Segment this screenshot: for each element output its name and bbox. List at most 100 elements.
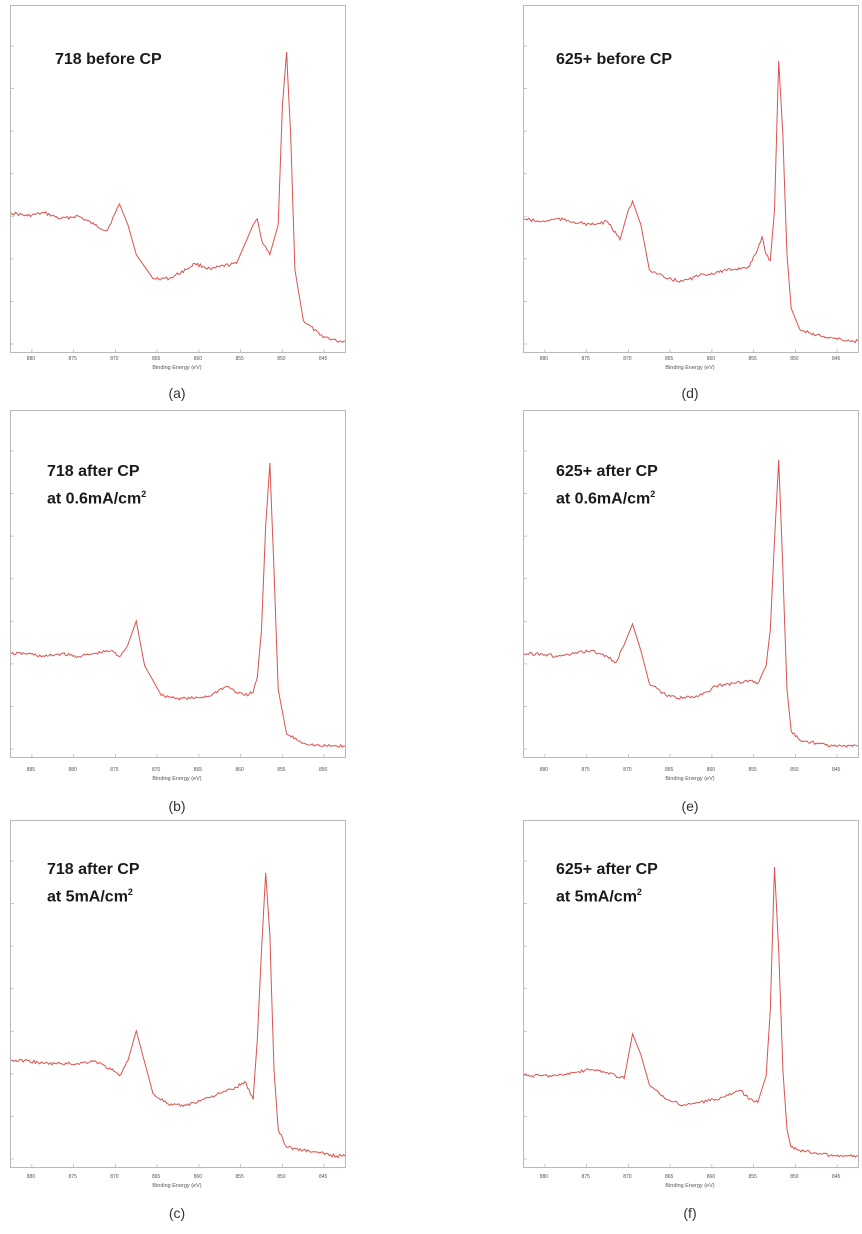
- panel-caption: (b): [168, 798, 186, 814]
- x-axis-label: Binding Energy (eV): [665, 776, 715, 782]
- panel-title-line1: 625+ after CP: [556, 463, 658, 480]
- x-tick-label: 860: [235, 767, 244, 773]
- panel-caption: (f): [683, 1205, 697, 1221]
- x-tick-label: 855: [235, 356, 244, 362]
- x-tick-label: 880: [26, 356, 36, 362]
- panel-title-line2: at 5mA/cm2: [556, 881, 658, 908]
- x-axis-label: Binding Energy (eV): [152, 776, 202, 782]
- xps-spectrum-line: [11, 872, 345, 1159]
- xps-plot-svg: [11, 45, 345, 352]
- x-tick-label: 875: [581, 1174, 590, 1180]
- x-tick-label: 845: [831, 767, 841, 773]
- x-tick-label: 880: [539, 767, 549, 773]
- x-tick-label: 875: [68, 356, 77, 362]
- panel-title: 625+ before CP: [556, 48, 672, 71]
- panel-title-line2: at 0.6mA/cm2: [556, 483, 658, 510]
- x-tick-label: 860: [706, 1174, 716, 1180]
- x-tick-label: 850: [277, 1174, 286, 1180]
- x-tick-label: 860: [706, 356, 716, 362]
- panel-title: 718 after CP at 0.6mA/cm2: [47, 460, 146, 510]
- x-tick-label: 855: [748, 356, 757, 362]
- plot-frame: [523, 5, 859, 353]
- x-tick-label: 865: [151, 356, 161, 362]
- panel-title-line1: 718 after CP: [47, 463, 140, 480]
- x-tick-label: 845: [318, 1174, 328, 1180]
- plot-frame: [10, 410, 346, 758]
- x-tick-label: 850: [790, 1174, 799, 1180]
- xps-plot-svg: [524, 860, 858, 1167]
- panel-title-line1: 625+ before CP: [556, 51, 673, 68]
- panel-caption: (d): [681, 385, 699, 401]
- plot-frame: [10, 5, 346, 353]
- x-tick-label: 875: [110, 767, 119, 773]
- panel-title-line2-text: at 0.6mA/cm: [47, 490, 142, 508]
- xps-spectrum-line: [524, 60, 858, 344]
- plot-frame: [523, 820, 859, 1168]
- panel-caption: (c): [168, 1205, 186, 1221]
- x-tick-label: 880: [539, 1174, 549, 1180]
- unit-superscript: 2: [650, 489, 656, 499]
- x-tick-label: 885: [26, 767, 36, 773]
- x-tick-label: 850: [790, 767, 799, 773]
- x-tick-label: 860: [193, 356, 203, 362]
- x-tick-label: 870: [110, 1174, 119, 1180]
- xps-plot-svg: [11, 450, 345, 757]
- xps-plot-svg: [524, 450, 858, 757]
- panel-title: 718 before CP: [55, 48, 162, 71]
- x-tick-label: 865: [664, 356, 674, 362]
- panel-title: 718 after CP at 5mA/cm2: [47, 858, 140, 908]
- xps-spectrum-line: [11, 51, 345, 343]
- x-tick-label: 880: [539, 356, 549, 362]
- plot-frame: [10, 820, 346, 1168]
- x-tick-label: 875: [68, 1174, 77, 1180]
- x-tick-label: 845: [831, 1174, 841, 1180]
- x-tick-label: 850: [318, 767, 328, 773]
- x-tick-label: 870: [110, 356, 119, 362]
- plot-frame: [523, 410, 859, 758]
- x-tick-label: 855: [748, 1174, 757, 1180]
- x-axis-label: Binding Energy (eV): [665, 1183, 715, 1189]
- x-tick-label: 875: [581, 356, 590, 362]
- unit-superscript: 2: [141, 489, 147, 499]
- x-tick-label: 845: [831, 356, 841, 362]
- panel-title: 625+ after CP at 5mA/cm2: [556, 858, 658, 908]
- x-tick-label: 870: [151, 767, 161, 773]
- panel-title-line2-text: at 5mA/cm: [47, 888, 128, 906]
- panel-caption: (e): [681, 798, 699, 814]
- xps-spectrum-line: [524, 459, 858, 748]
- panel-title-line1: 718 after CP: [47, 861, 140, 878]
- unit-superscript: 2: [127, 887, 133, 897]
- x-tick-label: 865: [151, 1174, 161, 1180]
- x-tick-label: 865: [664, 767, 674, 773]
- x-axis-label: Binding Energy (eV): [152, 1183, 202, 1189]
- x-tick-label: 855: [235, 1174, 244, 1180]
- x-tick-label: 845: [318, 356, 328, 362]
- panel-title-line2: at 5mA/cm2: [47, 881, 140, 908]
- xps-plot-svg: [524, 45, 858, 352]
- panel-title-line2-text: at 0.6mA/cm: [556, 490, 651, 508]
- x-tick-label: 855: [277, 767, 286, 773]
- panel-title-line1: 718 before CP: [55, 51, 162, 68]
- x-tick-label: 865: [193, 767, 203, 773]
- x-tick-label: 850: [790, 356, 799, 362]
- x-tick-label: 870: [623, 1174, 632, 1180]
- x-tick-label: 870: [623, 767, 632, 773]
- unit-superscript: 2: [636, 887, 642, 897]
- panel-title-line2: at 0.6mA/cm2: [47, 483, 146, 510]
- x-tick-label: 860: [706, 767, 716, 773]
- x-tick-label: 855: [748, 767, 757, 773]
- panel-caption: (a): [168, 385, 186, 401]
- panel-title-line2-text: at 5mA/cm: [556, 888, 637, 906]
- x-tick-label: 860: [193, 1174, 203, 1180]
- x-tick-label: 875: [581, 767, 590, 773]
- x-tick-label: 865: [664, 1174, 674, 1180]
- xps-spectrum-line: [11, 462, 345, 748]
- xps-plot-svg: [11, 860, 345, 1167]
- x-tick-label: 850: [277, 356, 286, 362]
- panel-title: 625+ after CP at 0.6mA/cm2: [556, 460, 658, 510]
- x-tick-label: 880: [26, 1174, 36, 1180]
- panel-title-line1: 625+ after CP: [556, 861, 658, 878]
- x-axis-label: Binding Energy (eV): [665, 365, 715, 371]
- x-tick-label: 870: [623, 356, 632, 362]
- x-tick-label: 880: [68, 767, 77, 773]
